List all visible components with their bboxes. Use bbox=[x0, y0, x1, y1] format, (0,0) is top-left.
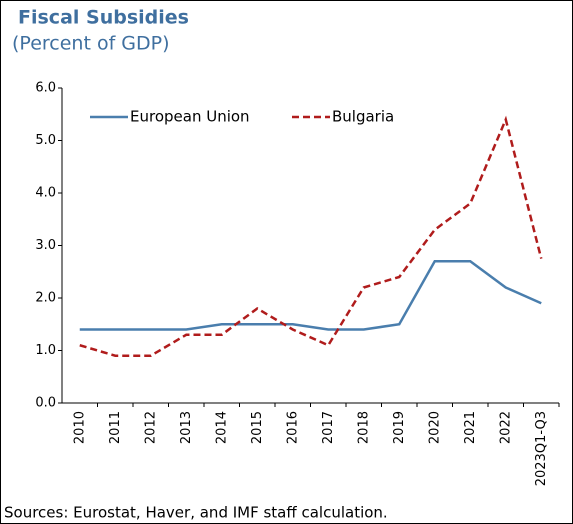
x-tick-label: 2010 bbox=[72, 411, 87, 444]
y-tick-label: 2.0 bbox=[35, 291, 56, 306]
chart-subtitle: (Percent of GDP) bbox=[12, 33, 170, 55]
y-tick-label: 6.0 bbox=[35, 81, 56, 96]
x-tick-label: 2018 bbox=[356, 411, 371, 444]
x-tick-label: 2017 bbox=[321, 411, 336, 444]
x-tick-label: 2011 bbox=[108, 411, 123, 444]
x-tick-label: 2012 bbox=[143, 411, 158, 444]
y-tick-label: 0.0 bbox=[35, 396, 56, 411]
series-line bbox=[79, 260, 542, 331]
x-tick-label: 2022 bbox=[498, 411, 513, 444]
x-tick-label: 2016 bbox=[285, 411, 300, 444]
x-tick-label: 2019 bbox=[392, 411, 407, 444]
y-tick-label: 5.0 bbox=[35, 133, 56, 148]
legend-label: Bulgaria bbox=[332, 108, 394, 126]
y-tick-label: 4.0 bbox=[35, 186, 56, 201]
x-tick-label: 2013 bbox=[179, 411, 194, 444]
source-note: Sources: Eurostat, Haver, and IMF staff … bbox=[4, 504, 388, 522]
x-tick-label: 2020 bbox=[427, 411, 442, 444]
y-tick-label: 1.0 bbox=[35, 343, 56, 358]
chart-title: Fiscal Subsidies bbox=[18, 7, 189, 29]
x-tick-label: 2014 bbox=[214, 411, 229, 444]
y-tick-label: 3.0 bbox=[35, 238, 56, 253]
series-line bbox=[79, 115, 543, 357]
x-tick-label: 2021 bbox=[463, 411, 478, 444]
x-tick-label: 2015 bbox=[250, 411, 265, 444]
x-tick-label: 2023Q1-Q3 bbox=[534, 411, 549, 486]
legend-label: European Union bbox=[130, 108, 250, 126]
